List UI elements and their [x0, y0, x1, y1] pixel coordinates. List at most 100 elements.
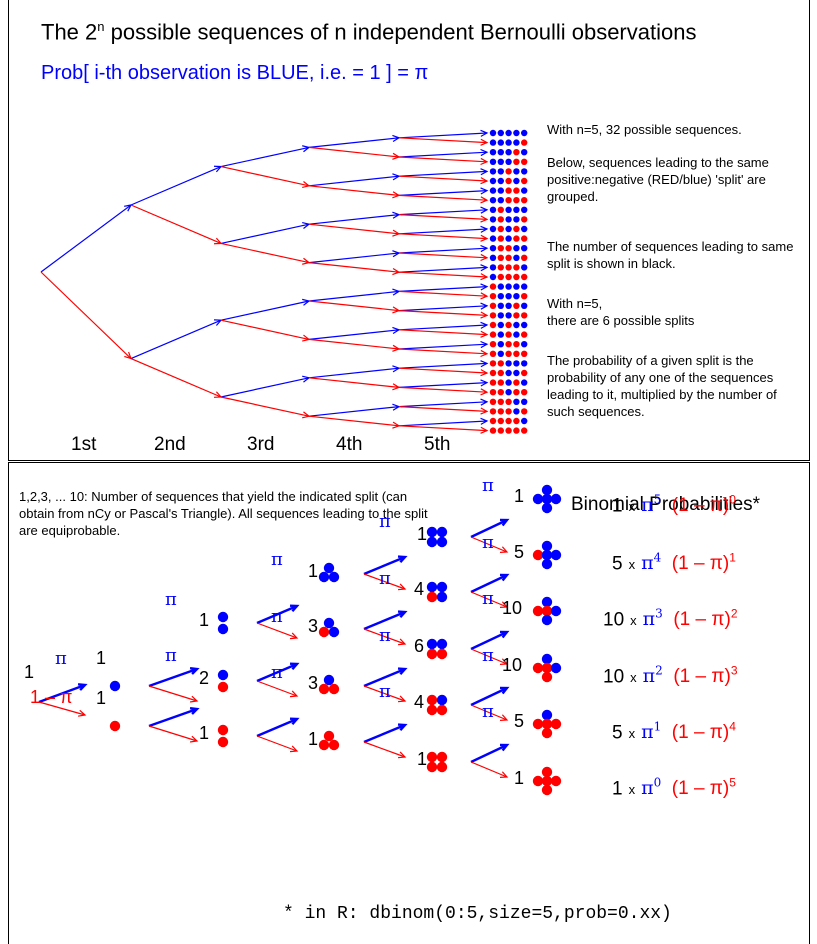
sequence-dot-17-0 [489, 293, 497, 300]
edge-l3-3-blue [363, 723, 406, 744]
formula-row-5: 1 x π0 (1 – π)5 [612, 776, 736, 800]
split-l5-0-dot-0 [541, 484, 553, 496]
edge-l4-3-red-head [499, 714, 509, 721]
tree-edge-red-l4-0-head [480, 138, 489, 146]
tree-edge-red-l4-28 [398, 406, 488, 412]
tree-edge-red-l3-4 [308, 185, 400, 196]
sequence-dot-22-0 [489, 341, 497, 348]
tree-edge-red-l4-22 [398, 348, 488, 355]
edge-l4-4-red-head [499, 771, 509, 778]
sequence-dot-3-1 [497, 158, 504, 165]
tree-edge-red-l4-12 [398, 252, 488, 259]
sequence-dot-27-0 [489, 389, 497, 396]
split-l4-0-dot-0 [426, 526, 438, 538]
sequence-dot-7-3 [513, 197, 520, 204]
sequence-dot-24-2 [505, 360, 512, 367]
tree-edge-red-l4-30-head [480, 426, 489, 434]
edge-l2-2-red [256, 735, 298, 752]
split-l5-2-dot-2 [541, 605, 553, 617]
edge-l1-1-red [148, 725, 198, 742]
sequence-dot-12-2 [505, 245, 512, 252]
sequence-dot-31-3 [513, 427, 520, 434]
edge-l3-0-blue-head [397, 555, 408, 564]
edge-l4-3-blue [470, 686, 508, 707]
sequence-dot-22-1 [497, 341, 504, 348]
tree-edge-blue-l4-18-head [480, 302, 489, 310]
tree-edge-red-l2-24 [220, 396, 310, 417]
count-level3-1: 1 [308, 561, 319, 581]
edge-l4-4-red [470, 761, 508, 778]
sequence-dot-19-2 [505, 312, 512, 319]
edge-l3-1-red-head [397, 638, 407, 646]
tree-edge-red-l4-24-head [480, 369, 489, 377]
edge-l3-2-blue-head [397, 667, 408, 676]
sequence-dot-14-3 [513, 264, 520, 271]
sequence-dot-18-4 [521, 302, 528, 309]
pi-label-l4a: π [379, 511, 391, 532]
split-l2-0-dot-0 [217, 611, 229, 623]
edge-l3-0-red-head [397, 583, 407, 591]
tree-edge-blue-l1-0 [130, 166, 222, 206]
sequence-dot-9-4 [521, 216, 528, 223]
split-l2-1-dot-1 [217, 681, 229, 693]
count-level5-6: 1 [514, 768, 525, 788]
sequence-dot-22-4 [521, 341, 528, 348]
edge-root-red-head [78, 709, 87, 717]
tree-edge-red-l4-30 [398, 425, 488, 432]
tree-edge-blue-l4-24-head [480, 360, 489, 368]
split-l5-0-dot-2 [541, 493, 553, 505]
sequence-dot-15-3 [513, 273, 520, 281]
edge-l3-0-red [363, 573, 406, 590]
sequence-dot-0-1 [497, 129, 504, 137]
edge-l1-0-blue [148, 667, 198, 688]
sequence-dot-8-0 [489, 206, 497, 213]
sequence-dot-16-2 [505, 283, 512, 290]
tree-edge-red-l1-0 [130, 204, 222, 244]
split-l4-2-dot-3 [436, 648, 448, 660]
tree-edge-blue-l4-22 [398, 343, 488, 350]
sequence-dot-28-2 [505, 398, 512, 405]
sequence-dot-5-0 [489, 177, 497, 185]
sequence-dot-6-0 [489, 187, 497, 194]
tree-edge-blue-l4-30 [398, 420, 488, 427]
count-level4-5: 1 [417, 749, 428, 769]
sequence-dot-13-3 [513, 254, 520, 261]
r-command: * in R: dbinom(0:5,size=5,prob=0.xx) [283, 904, 672, 924]
split-l3-3-dot-1 [318, 739, 330, 751]
note-six-splits: With n=5, there are 6 possible splits [547, 296, 695, 328]
edge-l2-1-red-head [289, 690, 299, 698]
split-l1-1-dot-0 [109, 720, 121, 732]
tree-edge-red-l4-24 [398, 367, 488, 374]
sequence-dot-31-0 [489, 427, 497, 434]
sequence-dot-15-4 [521, 273, 528, 281]
pi-label-l5e: π [482, 701, 494, 722]
pi-label-l3c: π [271, 662, 283, 683]
sequence-dot-0-4 [521, 129, 528, 137]
tree-edge-blue-l3-16 [308, 290, 400, 302]
tree-edge-blue-l3-8 [308, 214, 400, 225]
split-l3-3-dot-0 [323, 730, 335, 742]
sequence-dot-27-2 [505, 389, 512, 396]
sequence-dot-25-2 [505, 369, 512, 377]
tree-edge-red-l4-12-head [480, 253, 489, 262]
tree-edge-red-l4-10 [398, 233, 488, 240]
count-level3-2: 3 [308, 616, 319, 636]
split-l2-2-dot-0 [217, 724, 229, 736]
sequence-dot-11-0 [489, 235, 497, 242]
edge-l4-4-blue [470, 743, 508, 764]
edge-l3-1-red [363, 628, 406, 645]
split-tree-diagram [38, 484, 562, 796]
tree-edge-red-l4-8 [398, 214, 488, 220]
sequence-dot-6-4 [521, 187, 528, 194]
sequence-dot-30-0 [489, 417, 497, 425]
split-l4-1-dot-2 [426, 591, 438, 603]
tree-edge-blue-l3-24 [308, 367, 400, 379]
count-level4-3: 6 [414, 636, 425, 656]
edge-l4-1-red [470, 591, 508, 608]
edge-l4-0-red [470, 536, 508, 553]
tree-edge-blue-l1-16 [130, 319, 222, 360]
sequence-dot-18-1 [497, 302, 504, 309]
split-l4-4-dot-1 [436, 751, 448, 763]
tree-edge-blue-l4-18 [398, 305, 488, 312]
sequence-dot-28-1 [497, 398, 504, 405]
